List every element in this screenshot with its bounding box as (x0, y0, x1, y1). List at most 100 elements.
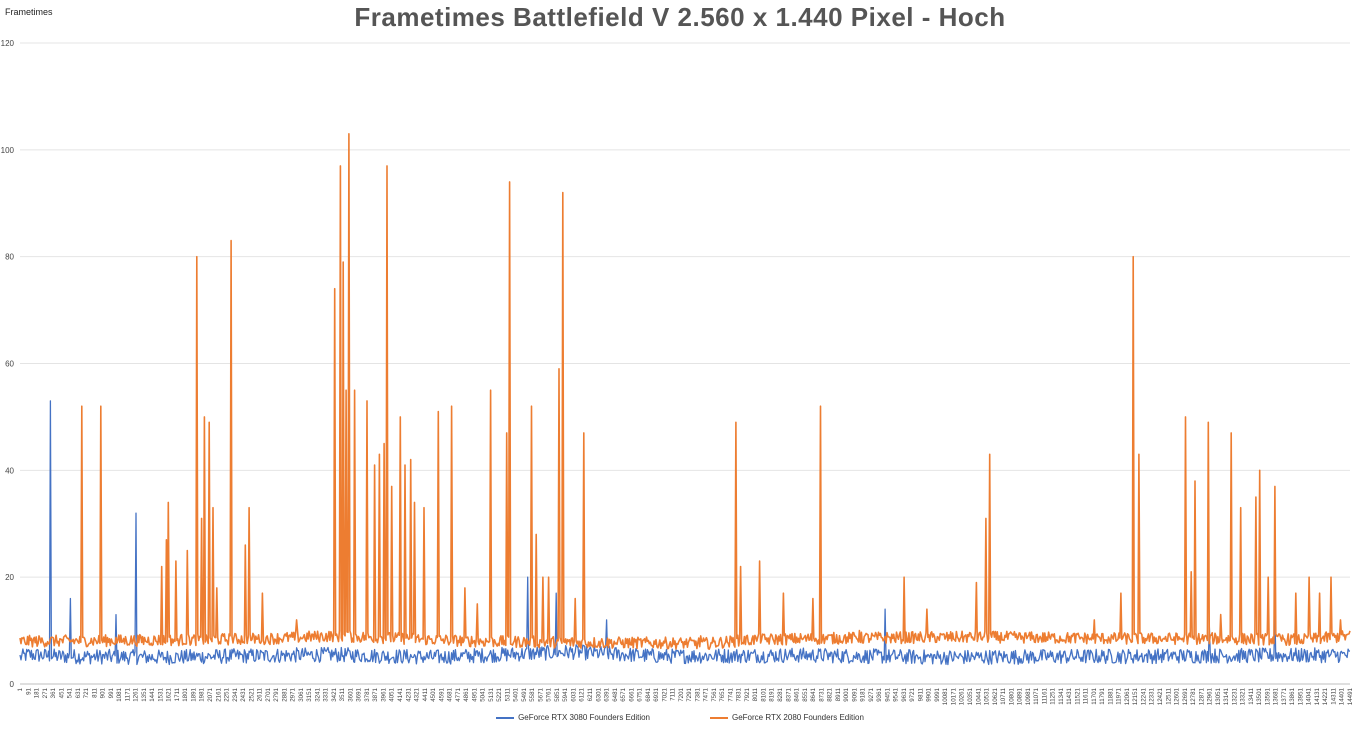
x-tick-label: 9451 (884, 687, 891, 701)
x-tick-label: 9631 (901, 687, 908, 701)
x-tick-label: 12061 (1124, 687, 1131, 705)
x-tick-label: 3691 (356, 687, 363, 701)
x-tick-label: 271 (42, 687, 49, 698)
x-tick-label: 7201 (678, 687, 685, 701)
x-tick-label: 3241 (314, 687, 321, 701)
x-tick-label: 5401 (513, 687, 520, 701)
x-tick-label: 5941 (562, 687, 569, 701)
x-tick-label: 14131 (1314, 687, 1321, 705)
x-tick-label: 9541 (893, 687, 900, 701)
x-tick-label: 9901 (926, 687, 933, 701)
x-tick-label: 13411 (1248, 687, 1255, 704)
x-tick-label: 991 (108, 687, 115, 698)
x-tick-label: 7561 (711, 687, 718, 701)
legend-swatch-rtx3080 (496, 716, 515, 719)
x-tick-label: 12871 (1198, 687, 1205, 705)
x-tick-label: 9001 (843, 687, 850, 701)
x-tick-label: 11971 (1116, 687, 1123, 704)
x-tick-label: 10891 (1017, 687, 1024, 705)
x-tick-label: 5851 (554, 687, 561, 701)
x-tick-label: 181 (34, 687, 41, 698)
x-tick-label: 11611 (1083, 687, 1090, 704)
x-tick-label: 13051 (1215, 687, 1222, 705)
y-tick-label: 20 (5, 573, 14, 582)
x-tick-label: 4141 (397, 687, 404, 701)
x-tick-label: 1891 (190, 687, 197, 701)
y-axis-title: Frametimes (5, 7, 53, 17)
x-tick-label: 6031 (570, 687, 577, 701)
x-tick-label: 91 (25, 687, 32, 694)
x-tick-label: 12961 (1207, 687, 1214, 705)
x-tick-label: 2611 (257, 687, 264, 701)
x-tick-label: 3511 (339, 687, 346, 701)
x-tick-label: 11071 (1033, 687, 1040, 704)
x-tick-label: 5761 (546, 687, 553, 701)
x-tick-label: 6481 (612, 687, 619, 701)
y-tick-label: 60 (5, 360, 14, 369)
x-tick-label: 12331 (1149, 687, 1156, 705)
x-tick-label: 2701 (265, 687, 272, 701)
x-tick-label: 9181 (860, 687, 867, 701)
x-tick-label: 6571 (620, 687, 627, 701)
x-tick-label: 7921 (744, 687, 751, 701)
x-tick-label: 8281 (777, 687, 784, 701)
x-tick-label: 7291 (686, 687, 693, 701)
x-tick-label: 1621 (166, 687, 173, 701)
x-tick-label: 2251 (224, 687, 231, 701)
x-tick-label: 12151 (1132, 687, 1139, 705)
x-tick-label: 11791 (1099, 687, 1106, 704)
x-tick-label: 3061 (298, 687, 305, 701)
x-tick-label: 11251 (1050, 687, 1057, 704)
x-tick-label: 9991 (934, 687, 941, 701)
x-tick-label: 14311 (1330, 687, 1337, 704)
x-tick-label: 721 (83, 687, 90, 698)
x-tick-label: 4861 (463, 687, 470, 701)
x-tick-label: 541 (67, 687, 74, 698)
x-tick-label: 5131 (488, 687, 495, 701)
x-tick-label: 3151 (306, 687, 313, 701)
x-tick-label: 1171 (124, 687, 131, 701)
x-tick-label: 7651 (719, 687, 726, 701)
x-tick-label: 361 (50, 687, 57, 698)
x-tick-label: 3871 (372, 687, 379, 701)
x-tick-label: 1801 (182, 687, 189, 701)
x-tick-label: 7021 (661, 687, 668, 701)
x-tick-label: 10621 (992, 687, 999, 705)
y-tick-label: 0 (10, 680, 15, 689)
x-tick-label: 3421 (331, 687, 338, 701)
x-tick-label: 11161 (1041, 687, 1048, 704)
x-tick-label: 10441 (975, 687, 982, 705)
series-line-rtx2080 (19, 133, 1351, 651)
legend-swatch-rtx2080 (710, 716, 728, 719)
x-tick-label: 8011 (752, 687, 759, 701)
x-tick-label: 1351 (141, 687, 148, 701)
x-tick-label: 1711 (174, 687, 181, 701)
x-tick-label: 8461 (794, 687, 801, 701)
x-tick-label: 12781 (1190, 687, 1197, 705)
x-tick-label: 8911 (835, 687, 842, 701)
x-tick-label: 9811 (917, 687, 924, 701)
x-tick-label: 14221 (1322, 687, 1329, 705)
x-tick-label: 12691 (1182, 687, 1189, 705)
x-tick-label: 4321 (414, 687, 421, 701)
x-tick-label: 12601 (1174, 687, 1181, 705)
x-tick-label: 4591 (438, 687, 445, 701)
chart-title: Frametimes Battlefield V 2.560 x 1.440 P… (354, 2, 1006, 32)
x-tick-label: 10711 (1000, 687, 1007, 704)
x-tick-label: 6211 (587, 687, 594, 701)
x-tick-label: 1081 (116, 687, 123, 701)
y-tick-label: 80 (5, 253, 14, 262)
x-tick-label: 3331 (323, 687, 330, 701)
x-tick-label: 10981 (1025, 687, 1032, 705)
x-tick-label: 6661 (628, 687, 635, 701)
x-tick-label: 6301 (595, 687, 602, 701)
legend-item-rtx3080: GeForce RTX 3080 Founders Edition (496, 713, 650, 722)
x-tick-label: 8101 (760, 687, 767, 701)
x-tick-label: 13681 (1273, 687, 1280, 705)
x-tick-label: 4051 (389, 687, 396, 701)
x-tick-label: 10081 (942, 687, 949, 705)
x-tick-label: 6841 (645, 687, 652, 701)
x-tick-label: 8821 (827, 687, 834, 701)
